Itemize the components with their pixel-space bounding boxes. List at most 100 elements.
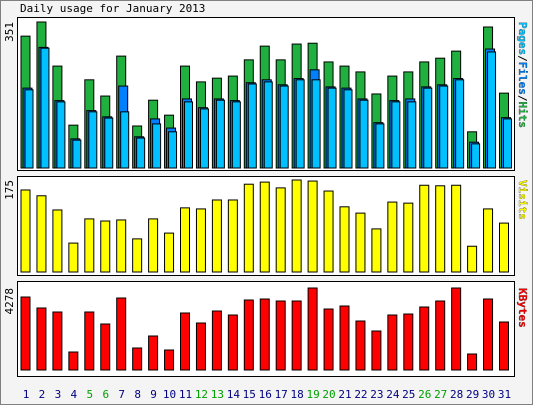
legend-entry: Files bbox=[516, 62, 529, 95]
bar bbox=[371, 330, 382, 371]
x-tick-label: 21 bbox=[338, 388, 351, 401]
bar bbox=[451, 287, 462, 371]
x-tick-label: 7 bbox=[118, 388, 125, 401]
bar bbox=[275, 187, 286, 273]
bar bbox=[503, 118, 512, 169]
bar bbox=[291, 300, 302, 371]
bar bbox=[471, 143, 481, 169]
legend-separator: / bbox=[516, 95, 529, 102]
x-tick-label: 6 bbox=[102, 388, 109, 401]
x-tick-label: 18 bbox=[291, 388, 304, 401]
x-tick-label: 10 bbox=[163, 388, 176, 401]
bar bbox=[407, 101, 417, 169]
bar bbox=[88, 111, 98, 169]
bar bbox=[355, 320, 366, 371]
bar bbox=[180, 312, 190, 371]
x-tick-label: 26 bbox=[418, 388, 431, 401]
bar bbox=[243, 183, 254, 273]
legend-entry: Hits bbox=[516, 102, 529, 129]
bar bbox=[499, 321, 509, 371]
x-tick-label: 25 bbox=[402, 388, 415, 401]
bar bbox=[291, 179, 302, 273]
bar bbox=[403, 313, 414, 371]
bar bbox=[403, 202, 414, 273]
x-tick-label: 14 bbox=[227, 388, 241, 401]
bar bbox=[36, 195, 47, 273]
bar bbox=[391, 101, 401, 169]
bar bbox=[243, 299, 254, 371]
x-tick-label: 28 bbox=[450, 388, 463, 401]
x-tick-label: 9 bbox=[150, 388, 157, 401]
bar bbox=[227, 199, 238, 273]
bar bbox=[483, 298, 494, 371]
bar bbox=[467, 353, 478, 371]
bar bbox=[483, 208, 494, 273]
bar bbox=[211, 199, 222, 273]
bar bbox=[375, 123, 385, 169]
bar bbox=[132, 347, 143, 371]
bar bbox=[435, 185, 446, 273]
bar bbox=[307, 180, 318, 273]
bar bbox=[455, 79, 465, 169]
bar bbox=[423, 87, 433, 169]
x-tick-label: 19 bbox=[306, 388, 319, 401]
bar bbox=[355, 212, 366, 273]
x-tick-label: 2 bbox=[39, 388, 46, 401]
bar bbox=[343, 89, 353, 169]
bar bbox=[52, 209, 63, 273]
bar bbox=[259, 181, 270, 273]
legend: Visits bbox=[516, 180, 529, 220]
bar bbox=[100, 323, 111, 371]
bar bbox=[164, 232, 175, 273]
x-tick-label: 27 bbox=[434, 388, 447, 401]
bar bbox=[339, 206, 350, 273]
bar bbox=[24, 89, 34, 169]
bar bbox=[72, 139, 82, 169]
bar bbox=[152, 123, 162, 169]
bar bbox=[120, 111, 130, 169]
x-tick-label: 20 bbox=[322, 388, 335, 401]
bar bbox=[339, 305, 350, 371]
bar bbox=[259, 298, 270, 371]
bar bbox=[148, 218, 159, 273]
x-tick-label: 8 bbox=[134, 388, 141, 401]
bar bbox=[116, 219, 127, 273]
bar bbox=[323, 308, 334, 371]
bar bbox=[387, 201, 398, 273]
x-tick-label: 1 bbox=[23, 388, 30, 401]
bar bbox=[52, 311, 63, 371]
bar bbox=[116, 297, 127, 371]
x-tick-label: 11 bbox=[179, 388, 192, 401]
x-tick-label: 12 bbox=[195, 388, 208, 401]
x-tick-label: 5 bbox=[86, 388, 93, 401]
x-tick-label: 15 bbox=[243, 388, 256, 401]
x-tick-label: 16 bbox=[259, 388, 272, 401]
bar bbox=[435, 300, 446, 371]
bar bbox=[40, 47, 50, 169]
legend: KBytes bbox=[516, 288, 529, 328]
legend-entry: Visits bbox=[516, 180, 529, 220]
bar bbox=[168, 131, 178, 169]
bar bbox=[20, 296, 31, 371]
bar bbox=[148, 335, 159, 371]
x-tick-label: 31 bbox=[498, 388, 511, 401]
bar bbox=[211, 310, 222, 371]
x-tick-label: 4 bbox=[71, 388, 78, 401]
legend: Pages/Files/Hits bbox=[516, 22, 529, 128]
bar bbox=[263, 81, 273, 169]
bar bbox=[184, 101, 193, 169]
bar bbox=[327, 87, 337, 169]
x-tick-label: 30 bbox=[482, 388, 495, 401]
y-tick-label: 175 bbox=[3, 180, 16, 200]
bar bbox=[195, 208, 206, 273]
bar bbox=[419, 306, 430, 371]
x-tick-label: 3 bbox=[55, 388, 62, 401]
bar bbox=[68, 242, 79, 273]
bar bbox=[132, 238, 143, 273]
bar bbox=[227, 314, 238, 371]
x-tick-label: 13 bbox=[211, 388, 224, 401]
bar bbox=[387, 314, 398, 371]
bar bbox=[359, 99, 369, 169]
bar bbox=[247, 83, 257, 169]
